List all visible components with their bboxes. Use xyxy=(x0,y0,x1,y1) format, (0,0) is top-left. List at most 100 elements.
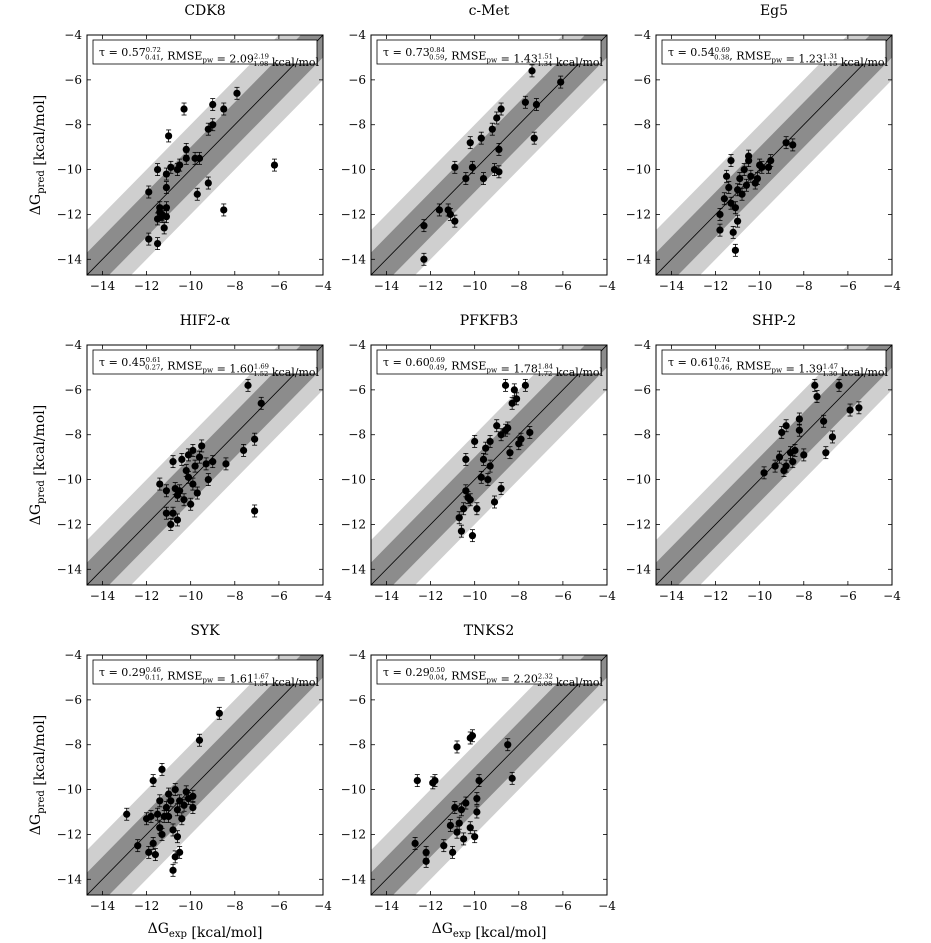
chart-title: SYK xyxy=(190,623,220,639)
x-tick-label: −8 xyxy=(226,899,244,913)
chart-panel-pfkfb3: −14 −12 −10 −8 −6 −4 −14 −12 −10 −8 −6 −4 PFKFB3 τ = … xyxy=(341,313,617,603)
x-tick-label: −8 xyxy=(510,899,528,913)
data-point xyxy=(156,480,164,488)
data-point xyxy=(413,777,421,785)
data-point xyxy=(158,765,166,773)
data-point xyxy=(204,179,212,187)
plot-frame xyxy=(370,34,608,276)
plot-area xyxy=(371,35,607,275)
data-point xyxy=(195,736,204,744)
y-tick-label: −10 xyxy=(57,473,82,487)
plot-frame xyxy=(655,34,893,276)
y-tick-label: −8 xyxy=(633,428,651,442)
data-point xyxy=(758,163,766,171)
data-point xyxy=(176,797,184,805)
x-tick-label: −14 xyxy=(374,279,400,293)
plot-frame xyxy=(370,344,608,586)
data-point xyxy=(795,415,803,423)
stats-annotation: τ = 0.600.69 0.49, RMSEpw = 1.781.84 1.72 … xyxy=(383,356,604,379)
data-point xyxy=(736,174,744,183)
y-tick-label: −14 xyxy=(57,872,83,886)
y-tick-label: −8 xyxy=(348,738,366,752)
data-point xyxy=(468,532,477,540)
data-point xyxy=(471,833,479,841)
data-point xyxy=(204,475,212,484)
x-tick-label: −10 xyxy=(178,899,203,913)
plot-area xyxy=(87,345,323,585)
x-tick-label: −4 xyxy=(314,279,332,293)
data-point xyxy=(149,839,157,848)
stats-annotation: τ = 0.290.50 0.04, RMSEpw = 2.202.32 2.08 … xyxy=(383,666,604,689)
x-tick-label: −4 xyxy=(598,279,616,293)
data-point xyxy=(204,125,212,133)
data-point xyxy=(530,134,538,142)
plot-frame xyxy=(86,344,324,586)
chart-panel-syk: −14 −12 −10 −8 −6 −4 −14 −12 −10 −8 −6 −4 SYK τ = 0.2… xyxy=(57,623,333,913)
stats-box xyxy=(92,39,318,65)
x-tick-label: −4 xyxy=(314,589,332,603)
data-point xyxy=(189,792,197,800)
y-tick-label: −12 xyxy=(341,517,366,531)
data-point xyxy=(557,78,565,86)
data-point xyxy=(171,853,179,861)
y-tick-label: −14 xyxy=(626,252,652,266)
data-point xyxy=(828,433,837,441)
data-point xyxy=(446,821,455,830)
y-tick-label: −8 xyxy=(64,428,82,442)
stats-box xyxy=(376,39,602,65)
plot-frame xyxy=(655,344,893,586)
data-point xyxy=(508,399,516,407)
data-point xyxy=(180,801,188,809)
data-point xyxy=(180,496,188,504)
data-point xyxy=(134,842,142,850)
data-point xyxy=(497,105,505,113)
data-point xyxy=(775,453,784,461)
y-tick-label: −10 xyxy=(626,473,651,487)
data-point xyxy=(169,509,177,517)
data-point xyxy=(173,833,182,841)
x-axis-label: ΔGexp [kcal/mol] xyxy=(148,921,263,941)
identity-line xyxy=(87,655,323,895)
data-point xyxy=(147,812,155,821)
data-point xyxy=(479,174,488,183)
x-tick-label: −6 xyxy=(839,589,857,603)
x-tick-label: −14 xyxy=(90,589,116,603)
data-point xyxy=(468,732,477,740)
identity-line xyxy=(87,35,323,275)
data-point xyxy=(725,183,733,192)
data-point xyxy=(811,381,819,389)
y-tick-label: −10 xyxy=(341,783,366,797)
x-tick-label: −10 xyxy=(462,279,487,293)
data-point xyxy=(460,835,468,843)
stats-box xyxy=(376,349,602,375)
data-point xyxy=(745,152,753,160)
data-point xyxy=(187,500,195,508)
chart-panel-cdk8: −14 −12 −10 −8 −6 −4 −14 −12 −10 −8 −6 −4 CDK8 τ = 0.… xyxy=(57,3,333,293)
data-point xyxy=(734,186,742,194)
data-point xyxy=(145,235,153,243)
data-point xyxy=(220,206,228,214)
data-point xyxy=(767,157,775,165)
y-tick-label: −8 xyxy=(348,428,366,442)
data-point xyxy=(495,145,503,153)
data-point xyxy=(462,487,470,495)
data-point xyxy=(473,808,481,816)
y-tick-label: −8 xyxy=(633,118,651,132)
data-point xyxy=(239,446,248,455)
x-tick-label: −12 xyxy=(418,899,443,913)
x-tick-label: −10 xyxy=(462,589,487,603)
data-point xyxy=(742,181,751,189)
identity-line xyxy=(371,35,607,275)
x-tick-label: −12 xyxy=(703,589,728,603)
x-tick-label: −14 xyxy=(659,279,685,293)
x-tick-label: −6 xyxy=(270,899,288,913)
data-point xyxy=(158,830,166,839)
y-tick-label: −4 xyxy=(633,338,651,352)
data-point xyxy=(731,204,740,212)
data-point xyxy=(178,815,186,823)
data-point xyxy=(778,428,786,437)
data-point xyxy=(167,797,175,805)
data-point xyxy=(495,168,503,176)
data-point xyxy=(222,460,230,468)
